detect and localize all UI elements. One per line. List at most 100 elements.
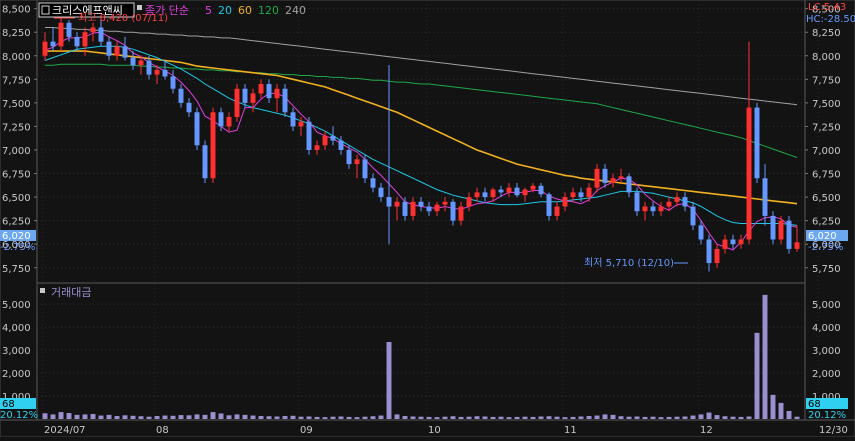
- candle-body: [330, 135, 336, 141]
- price-tick-label-right: 6,750: [812, 170, 841, 181]
- volume-bars: [42, 294, 800, 419]
- candle-body: [322, 135, 328, 146]
- candle-body: [154, 69, 160, 75]
- candle-body: [626, 176, 632, 193]
- volume-bar: [162, 415, 168, 419]
- volume-bar: [178, 415, 184, 419]
- price-badge-right-value: 6,020: [808, 231, 837, 242]
- stock-name: 크리스에프앤씨: [52, 4, 123, 17]
- volume-bar: [114, 416, 120, 419]
- candle-body: [578, 192, 584, 198]
- volume-tick-label-right: 3,000: [812, 346, 841, 357]
- volume-bar: [674, 416, 680, 419]
- volume-bar: [530, 416, 536, 419]
- candle-body: [274, 88, 280, 99]
- volume-bar: [290, 415, 296, 419]
- ma-legend-20[interactable]: 20: [218, 4, 232, 17]
- candle-body: [650, 206, 656, 212]
- candle-body: [138, 60, 144, 66]
- candle-body: [50, 41, 56, 47]
- volume-bar: [74, 414, 80, 419]
- volume-bar: [666, 416, 672, 419]
- high-annotation: 최고 8,420 (07/11): [78, 12, 168, 24]
- candle-body: [306, 121, 312, 150]
- volume-bar: [226, 415, 232, 419]
- volume-bar: [66, 413, 72, 419]
- price-tick-label-right: 6,000: [812, 240, 841, 251]
- volume-bar: [722, 416, 728, 419]
- candle-body: [466, 197, 472, 207]
- candle-body: [266, 84, 272, 99]
- candle-body: [250, 93, 256, 103]
- ma-legend-240[interactable]: 240: [285, 4, 306, 17]
- ma-60-line: [45, 50, 798, 205]
- volume-bar: [426, 416, 432, 419]
- candle-body: [570, 192, 576, 198]
- volume-bar: [330, 416, 336, 419]
- candle-body: [450, 201, 456, 221]
- candle-body: [770, 215, 776, 240]
- volume-bar: [122, 415, 128, 419]
- volume-bar: [762, 294, 768, 419]
- ma-legend-5[interactable]: 5: [205, 4, 212, 17]
- candle-body: [474, 192, 480, 198]
- price-tick-label-left: 5,750: [2, 264, 31, 275]
- price-tick-label-left: 6,500: [2, 193, 31, 204]
- volume-bar: [106, 414, 112, 419]
- volume-bar: [234, 414, 240, 419]
- volume-bar: [346, 416, 352, 419]
- volume-bar: [194, 414, 200, 419]
- volume-bar: [362, 416, 368, 419]
- stock-name-box[interactable]: [38, 2, 135, 18]
- candlesticks: [42, 16, 800, 272]
- candle-body: [338, 140, 344, 150]
- candle-body: [658, 206, 664, 212]
- candle-body: [410, 201, 416, 216]
- candle-body: [106, 41, 112, 56]
- candle-body: [554, 206, 560, 216]
- volume-bar: [314, 416, 320, 419]
- volume-bar: [418, 416, 424, 419]
- candle-body: [394, 201, 400, 207]
- candle-body: [514, 187, 520, 196]
- candle-body: [386, 197, 392, 207]
- price-tick-label-left: 7,500: [2, 99, 31, 110]
- price-tick-label-left: 8,500: [2, 5, 31, 16]
- volume-bar: [706, 412, 712, 419]
- ma-120-line: [45, 63, 798, 158]
- candle-body: [698, 225, 704, 240]
- candle-body: [66, 22, 72, 37]
- volume-bar: [738, 416, 744, 419]
- candle-body: [82, 32, 88, 47]
- candle-body: [714, 248, 720, 264]
- volume-bar: [570, 416, 576, 419]
- volume-bar: [786, 410, 792, 419]
- candle-body: [722, 239, 728, 249]
- price-tick-label-left: 8,250: [2, 28, 31, 39]
- price-tick-label-right: 6,250: [812, 217, 841, 228]
- volume-bar: [506, 417, 512, 419]
- x-tick-label: 11: [564, 425, 577, 436]
- volume-tick-label-right: 4,000: [812, 323, 841, 334]
- volume-bar: [594, 415, 600, 419]
- volume-tick-label-left: 1,000: [2, 392, 31, 403]
- ma-legend-120[interactable]: 120: [258, 4, 279, 17]
- volume-marker-icon: [40, 288, 45, 293]
- volume-bar: [42, 413, 48, 419]
- candle-body: [778, 220, 784, 240]
- candle-body: [178, 88, 184, 103]
- candle-body: [618, 176, 624, 179]
- price-tick-label-right: 7,250: [812, 122, 841, 133]
- volume-change-right: 20.12%: [808, 410, 846, 421]
- price-badge-left: [0, 230, 36, 241]
- collapse-icon[interactable]: [41, 5, 50, 15]
- axis-labels: 8,500 8,500 8,250 8,250 8,000 8,000 7,750 7,750…: [2, 5, 848, 436]
- ma-legend-60[interactable]: 60: [238, 4, 252, 17]
- candle-body: [362, 159, 368, 179]
- candle-body: [642, 206, 648, 212]
- volume-tick-label-left: 3,000: [2, 346, 31, 357]
- volume-bar: [658, 417, 664, 419]
- candle-body: [762, 178, 768, 216]
